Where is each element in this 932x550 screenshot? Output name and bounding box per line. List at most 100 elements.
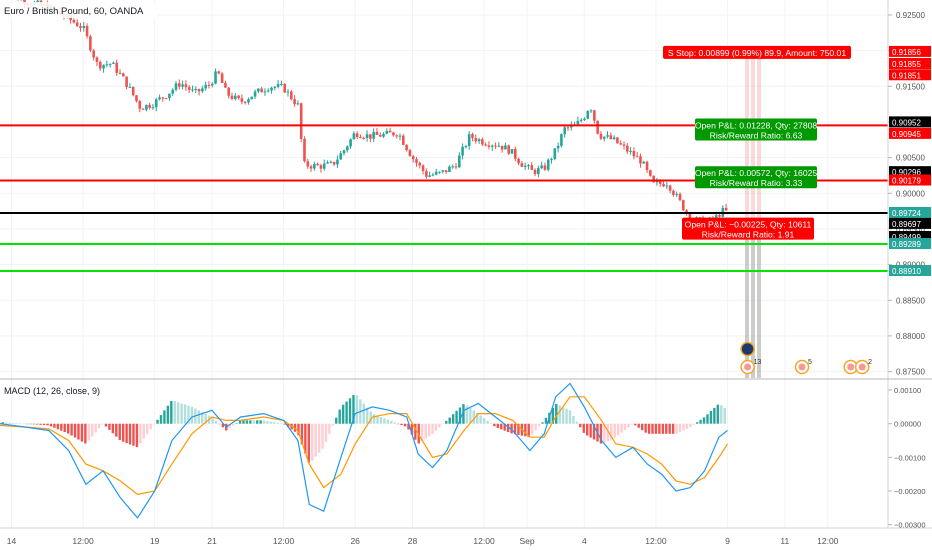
candle-body[interactable] [635,156,639,158]
candle-body[interactable] [194,88,198,90]
axis-price-label[interactable]: 0.91851 [889,69,931,81]
axis-price-label[interactable]: 0.91856 [889,45,931,57]
trade-box[interactable]: Open P&L: 0.00572, Qty: 16025Risk/Reward… [695,166,818,189]
candle-body[interactable] [369,134,372,139]
trade-box[interactable]: S Stop: 0.00899 (0.99%) 89.9, Amount: 75… [663,45,851,59]
candle-body[interactable] [576,120,580,125]
candle-body[interactable] [240,98,244,102]
event-marker[interactable]: 5 [794,359,813,375]
candle-body[interactable] [197,88,201,92]
candle-body[interactable] [204,84,207,89]
candle-body[interactable] [504,145,507,150]
candle-body[interactable] [586,110,590,119]
candle-body[interactable] [510,148,514,154]
candle-body[interactable] [543,165,547,170]
candle-body[interactable] [431,174,435,176]
candle-body[interactable] [115,62,119,73]
candle-body[interactable] [187,87,191,90]
candle-body[interactable] [82,25,86,29]
candle-body[interactable] [128,86,132,88]
candle-body[interactable] [108,63,112,65]
candle-body[interactable] [151,107,155,109]
candle-body[interactable] [260,88,263,93]
event-icon-earnings[interactable] [740,341,755,357]
candle-body[interactable] [556,145,560,149]
candle-body[interactable] [382,133,385,137]
candle-body[interactable] [606,135,609,137]
candle-body[interactable] [560,134,563,146]
candle-body[interactable] [593,110,596,121]
candle-body[interactable] [92,50,95,58]
candle-body[interactable] [319,165,323,169]
candle-body[interactable] [290,91,293,100]
candle-body[interactable] [533,169,537,175]
candle-body[interactable] [332,161,336,165]
candle-body[interactable] [672,190,675,195]
candle-body[interactable] [655,181,659,183]
candle-body[interactable] [141,108,145,110]
candle-body[interactable] [36,0,39,3]
candle-body[interactable] [283,84,287,93]
candle-body[interactable] [339,153,343,160]
event-marker[interactable]: 13 [740,359,761,375]
candle-body[interactable] [537,168,540,175]
candle-body[interactable] [243,101,247,103]
candle-body[interactable] [471,134,474,138]
candle-body[interactable] [652,175,655,183]
axis-price-label[interactable]: 0.90952 [889,116,931,128]
candle-body[interactable] [378,134,382,137]
candle-body[interactable] [336,159,339,165]
candle-body[interactable] [530,165,534,170]
candle-body[interactable] [398,135,402,137]
candle-body[interactable] [481,139,484,145]
candle-body[interactable] [616,137,619,144]
candle-body[interactable] [322,163,326,169]
event-marker[interactable] [843,359,858,375]
candle-body[interactable] [467,134,471,147]
candle-body[interactable] [724,207,728,211]
candle-body[interactable] [438,171,441,173]
candle-body[interactable] [148,104,151,108]
candle-body[interactable] [145,104,148,110]
candle-body[interactable] [418,162,422,166]
trade-box[interactable]: Open P&L: −0.00225, Qty: 10611Risk/Rewar… [682,217,814,240]
candle-body[interactable] [72,20,76,23]
candle-body[interactable] [266,90,270,92]
trade-box[interactable]: Open P&L: 0.01228, Qty: 27808Risk/Reward… [695,118,818,141]
candle-body[interactable] [408,150,412,157]
candle-body[interactable] [421,165,425,172]
event-markers[interactable]: 13 5 2 [740,341,873,375]
candle-body[interactable] [448,166,451,173]
candle-body[interactable] [461,146,464,156]
candle-body[interactable] [125,76,128,88]
candle-body[interactable] [599,133,603,139]
candle-body[interactable] [484,144,487,146]
candle-body[interactable] [602,136,606,139]
candle-body[interactable] [102,64,105,69]
candle-body[interactable] [428,175,431,177]
candle-body[interactable] [257,88,260,92]
candle-body[interactable] [346,146,349,151]
candle-body[interactable] [632,150,636,157]
candle-body[interactable] [546,159,550,170]
axis-price-label[interactable]: 0.89697 [889,217,931,229]
candle-body[interactable] [161,97,165,99]
axis-price-label[interactable]: 0.89289 [889,237,931,249]
candle-body[interactable] [306,161,310,167]
candle-body[interactable] [441,170,445,172]
candle-body[interactable] [214,71,217,84]
candle-body[interactable] [85,25,89,37]
candle-body[interactable] [250,96,254,100]
candle-body[interactable] [375,131,379,135]
axis-price-label[interactable]: 0.90945 [889,127,931,139]
candle-body[interactable] [513,148,517,159]
candle-body[interactable] [490,145,494,147]
candle-body[interactable] [645,161,649,171]
candle-body[interactable] [253,91,257,97]
candle-body[interactable] [138,101,142,109]
candle-body[interactable] [105,64,109,66]
candle-body[interactable] [313,163,316,169]
candle-body[interactable] [164,98,168,100]
event-marker[interactable]: 2 [854,359,873,375]
